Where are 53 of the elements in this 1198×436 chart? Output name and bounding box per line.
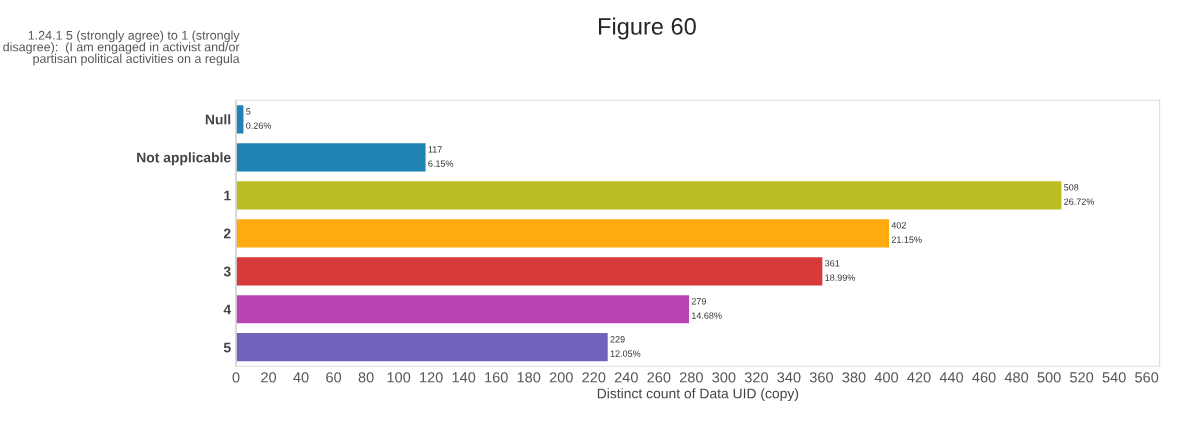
x-tick-label: 220 xyxy=(582,372,606,383)
x-tick-label: 340 xyxy=(777,372,801,383)
x-tick-label: 300 xyxy=(712,372,736,383)
data-label: 229 12.05% xyxy=(610,336,641,357)
x-tick-label: 360 xyxy=(809,372,834,383)
x-tick-label: 80 xyxy=(358,372,374,383)
x-tick-label: 120 xyxy=(420,372,443,383)
bar xyxy=(236,255,824,287)
data-label: 402 21.15% xyxy=(891,222,922,243)
x-tick-label: 280 xyxy=(679,372,703,383)
x-tick-label: 160 xyxy=(485,372,508,383)
y-tick-label: Not applicable xyxy=(137,152,231,166)
y-axis-title: 1.24.1 5 (strongly agree) to 1 (strongly disagree): (I am engaged in activist and/or partisan political activities on a regula xyxy=(3,30,240,66)
x-tick-label: 0 xyxy=(232,372,240,383)
x-tick-label: 180 xyxy=(517,372,541,383)
x-tick-label: 500 xyxy=(1037,372,1061,383)
data-label: 279 14.68% xyxy=(691,298,722,319)
data-label: 361 18.99% xyxy=(825,260,855,281)
y-tick-label: Null xyxy=(205,114,231,125)
x-tick-label: 100 xyxy=(387,372,411,383)
data-label: 508 26.72% xyxy=(1064,184,1095,205)
x-tick-label: 240 xyxy=(614,372,638,383)
chart-title: Figure 60 xyxy=(598,17,696,40)
x-tick-label: 260 xyxy=(647,372,671,383)
y-tick-label: 2 xyxy=(223,228,231,239)
x-axis-title: Distinct count of Data UID (copy) xyxy=(597,388,799,402)
y-tick-label: 4 xyxy=(223,304,232,315)
x-tick-label: 440 xyxy=(939,372,964,383)
y-tick-label: 1 xyxy=(224,190,231,201)
x-tick-label: 60 xyxy=(326,372,342,383)
y-tick-label: 3 xyxy=(223,266,231,277)
x-tick-label: 460 xyxy=(972,372,996,383)
x-tick-label: 400 xyxy=(874,372,899,383)
bar xyxy=(236,217,891,249)
x-tick-label: 420 xyxy=(907,372,931,383)
x-tick-label: 520 xyxy=(1070,372,1094,383)
y-tick-label: 5 xyxy=(223,342,231,353)
x-tick-label: 200 xyxy=(549,372,573,383)
bar xyxy=(236,179,1063,211)
x-tick-label: 140 xyxy=(452,372,476,383)
x-tick-label: 40 xyxy=(293,372,309,383)
data-label: 117 6.15% xyxy=(428,146,454,167)
bar xyxy=(236,293,691,325)
x-tick-label: 560 xyxy=(1135,372,1159,383)
bar xyxy=(236,103,245,135)
x-tick-label: 20 xyxy=(261,372,277,383)
bar xyxy=(236,331,610,363)
data-label: 5 0.26% xyxy=(246,108,272,129)
bar xyxy=(236,141,427,173)
x-tick-label: 320 xyxy=(744,372,768,383)
x-tick-label: 380 xyxy=(842,372,866,383)
x-tick-label: 540 xyxy=(1102,372,1126,383)
x-tick-label: 480 xyxy=(1004,372,1029,383)
